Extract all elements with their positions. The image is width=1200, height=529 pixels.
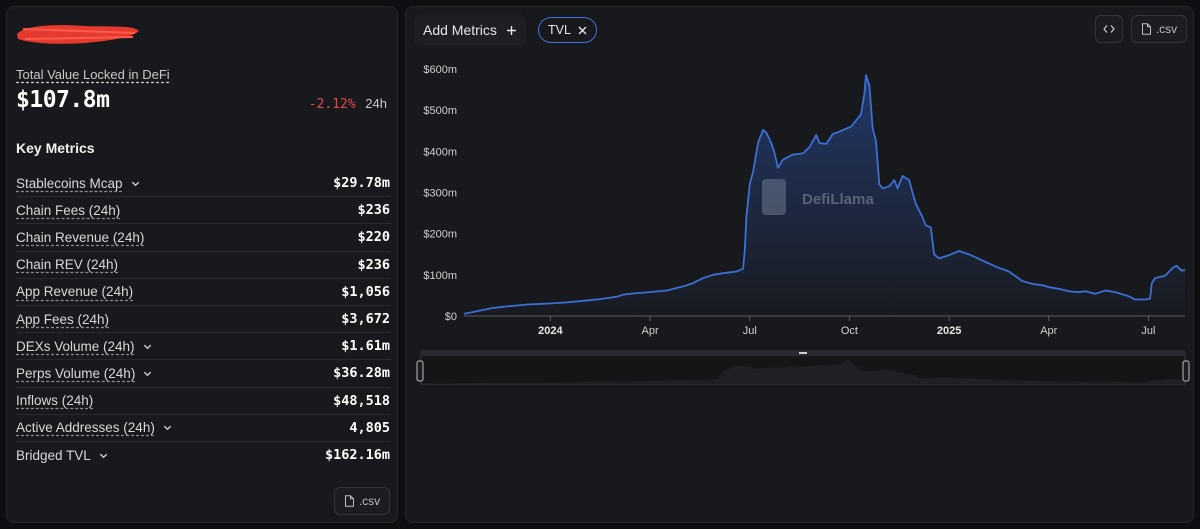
metric-label[interactable]: Chain Fees (24h) (16, 202, 121, 218)
metric-row-bridged-tvl[interactable]: Bridged TVL $162.16m (16, 442, 390, 469)
metric-row-inflows[interactable]: Inflows (24h) $48,518 (16, 388, 390, 415)
metric-row-stablecoins-mcap[interactable]: Stablecoins Mcap $29.78m (16, 170, 390, 198)
metric-value: $236 (357, 256, 390, 273)
metric-row-chain-fees[interactable]: Chain Fees (24h) $236 (16, 197, 390, 225)
metric-label[interactable]: Active Addresses (24h) (16, 420, 155, 436)
metric-value: $1.61m (341, 338, 390, 355)
overview-panel: Total Value Locked in DeFi $107.8m -2.12… (6, 6, 398, 523)
x-axis: 2024 Apr Jul Oct 2025 Apr Jul (464, 315, 1185, 337)
csv-label: .csv (358, 494, 381, 508)
metric-value: $36.28m (333, 365, 390, 382)
chevron-down-icon[interactable] (142, 368, 153, 379)
tvl-chip-label: TVL (548, 23, 571, 37)
llama-logo-icon (762, 179, 786, 215)
tvl-chart: $0 $100m $200m $300m $400m $500m $600m 2024 Apr… (416, 64, 1190, 385)
plus-icon (506, 25, 516, 35)
metric-row-app-revenue[interactable]: App Revenue (24h) $1,056 (16, 279, 390, 306)
add-metrics-label: Add Metrics (423, 22, 497, 38)
metric-label[interactable]: Bridged TVL (16, 447, 91, 463)
tvl-label[interactable]: Total Value Locked in DeFi (16, 67, 170, 82)
tvl-period: 24h (365, 96, 387, 111)
metric-value: $236 (357, 202, 390, 219)
drag-grip-icon[interactable] (799, 352, 807, 354)
y-axis: $0 $100m $200m $300m $400m $500m $600m (423, 64, 457, 323)
chevron-down-icon[interactable] (130, 178, 141, 189)
metric-row-chain-rev[interactable]: Chain REV (24h) $236 (16, 252, 390, 279)
metric-value: $1,056 (341, 283, 390, 300)
metric-label[interactable]: Perps Volume (24h) (16, 365, 136, 381)
download-csv-button[interactable]: .csv (334, 487, 390, 515)
metric-value: $3,672 (341, 311, 390, 328)
range-handle-right[interactable] (1182, 360, 1190, 382)
metric-value: $29.78m (333, 175, 390, 192)
y-tick-label: $300m (423, 188, 457, 200)
range-mini-series (423, 359, 1183, 384)
close-icon[interactable] (578, 26, 587, 35)
tvl-value: $107.8m (16, 87, 110, 113)
metric-label[interactable]: Inflows (24h) (16, 393, 94, 409)
metric-label[interactable]: Stablecoins Mcap (16, 175, 123, 191)
chevron-down-icon[interactable] (142, 341, 153, 352)
watermark-text: DefiLlama (802, 191, 874, 208)
tvl-change: -2.12% (308, 97, 356, 112)
tvl-metric-chip[interactable]: TVL (538, 17, 597, 43)
tvl-change-group: -2.12% 24h (309, 96, 387, 112)
range-selector[interactable] (416, 350, 1190, 385)
watermark: DefiLlama (762, 179, 874, 215)
key-metrics-title: Key Metrics (16, 140, 95, 156)
redacted-chain-name (17, 25, 139, 44)
metric-value: $162.16m (324, 447, 390, 464)
x-tick-label: 2024 (538, 325, 563, 337)
metric-value: $220 (357, 229, 390, 246)
code-icon (1103, 25, 1115, 33)
embed-button[interactable] (1095, 15, 1123, 43)
key-metrics-list: Stablecoins Mcap $29.78m Chain Fees (24h… (16, 170, 390, 469)
metric-label[interactable]: Chain Revenue (24h) (16, 229, 145, 245)
metric-value: $48,518 (333, 392, 390, 409)
add-metrics-button[interactable]: Add Metrics (414, 15, 526, 45)
x-tick-label: Jul (743, 325, 757, 337)
metric-row-perps-volume[interactable]: Perps Volume (24h) $36.28m (16, 360, 390, 388)
x-tick-label: Oct (841, 325, 858, 337)
metric-label[interactable]: App Revenue (24h) (16, 284, 134, 300)
y-tick-label: $0 (445, 311, 457, 323)
chevron-down-icon[interactable] (98, 450, 109, 461)
metric-label[interactable]: App Fees (24h) (16, 311, 110, 327)
y-tick-label: $200m (423, 229, 457, 241)
tvl-area (464, 75, 1185, 316)
metric-label[interactable]: DEXs Volume (24h) (16, 338, 135, 354)
metric-row-active-addresses[interactable]: Active Addresses (24h) 4,805 (16, 415, 390, 442)
tvl-line[interactable] (463, 74, 1186, 315)
y-tick-label: $600m (423, 64, 457, 76)
x-tick-label: Apr (642, 325, 659, 337)
chart-panel: Add Metrics TVL .csv $0 $100m $200m $300m $4… (405, 6, 1194, 523)
download-csv-button[interactable]: .csv (1131, 15, 1187, 43)
y-tick-label: $100m (423, 270, 457, 282)
metric-value: 4,805 (349, 419, 390, 436)
metric-label[interactable]: Chain REV (24h) (16, 257, 119, 273)
x-tick-label: Jul (1141, 325, 1155, 337)
x-tick-label: 2025 (937, 325, 961, 337)
metric-row-dexs-volume[interactable]: DEXs Volume (24h) $1.61m (16, 333, 390, 361)
metric-row-chain-revenue[interactable]: Chain Revenue (24h) $220 (16, 224, 390, 252)
chevron-down-icon[interactable] (162, 422, 173, 433)
y-tick-label: $400m (423, 146, 457, 158)
csv-label: .csv (1155, 22, 1178, 36)
file-icon (344, 495, 354, 507)
x-tick-label: Apr (1040, 325, 1057, 337)
file-icon (1141, 23, 1151, 35)
y-tick-label: $500m (423, 105, 457, 117)
range-handle-left[interactable] (416, 360, 424, 382)
metric-row-app-fees[interactable]: App Fees (24h) $3,672 (16, 306, 390, 334)
